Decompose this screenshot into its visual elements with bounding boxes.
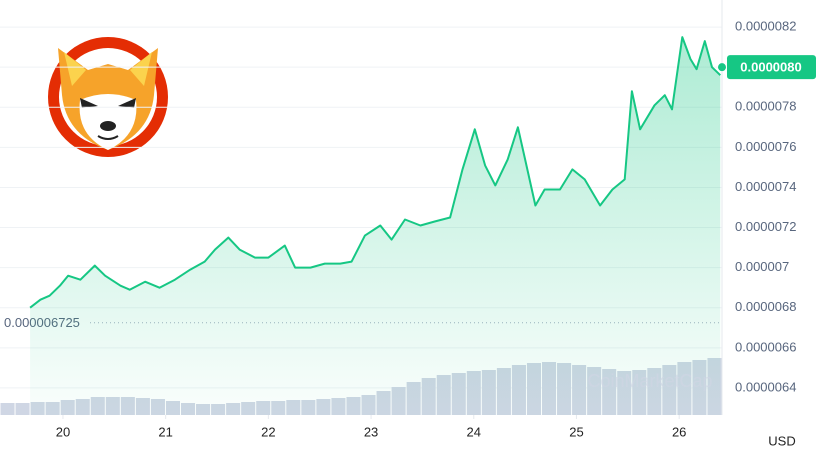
- y-tick-label: 0.0000078: [735, 99, 796, 114]
- shiba-logo: [48, 37, 168, 157]
- x-tick-label: 20: [56, 424, 70, 439]
- volume-bar: [15, 403, 30, 415]
- currency-label: USD: [768, 433, 795, 448]
- current-dot: [718, 63, 726, 72]
- x-tick-label: 23: [364, 424, 378, 439]
- price-line: [29, 36, 721, 309]
- current-price-label: 0.0000080: [740, 60, 801, 75]
- y-tick-label: 0.0000066: [735, 339, 796, 354]
- y-tick-label: 0.000007: [735, 259, 789, 274]
- x-tick-label: 21: [158, 424, 172, 439]
- y-tick-label: 0.0000074: [735, 179, 796, 194]
- price-area: [30, 37, 721, 415]
- watermark: CoinMarketCap: [587, 371, 712, 391]
- x-tick-label: 25: [569, 424, 583, 439]
- y-tick-label: 0.0000072: [735, 219, 796, 234]
- y-tick-label: 0.0000076: [735, 139, 796, 154]
- x-tick-label: 24: [467, 424, 481, 439]
- x-tick-label: 22: [261, 424, 275, 439]
- y-tick-label: 0.0000064: [735, 379, 796, 394]
- volume-bar: [0, 403, 15, 415]
- y-tick-label: 0.0000082: [735, 19, 796, 34]
- y-tick-label: 0.0000068: [735, 299, 796, 314]
- current-price-box: [727, 55, 816, 80]
- x-tick-label: 26: [672, 424, 686, 439]
